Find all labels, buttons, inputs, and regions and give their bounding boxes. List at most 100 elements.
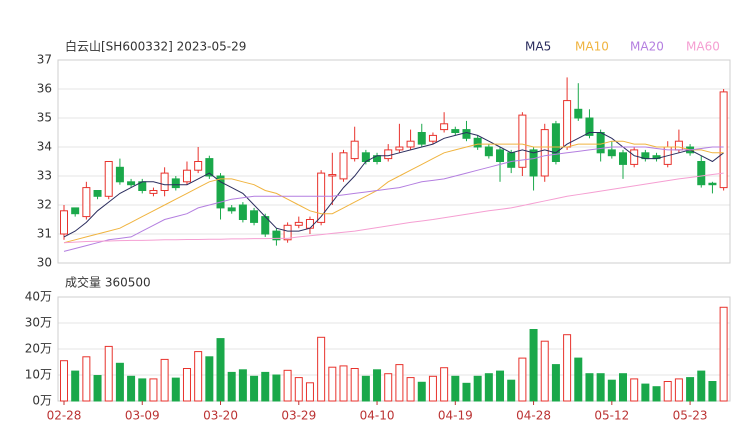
candle-body (283, 224, 292, 241)
y-tick-label: 40万 (25, 290, 52, 304)
volume-bar (182, 368, 191, 402)
candle-body (395, 146, 404, 151)
volume-bar (93, 375, 102, 402)
candle-body (71, 207, 80, 215)
x-tick-label: 05-23 (673, 409, 708, 423)
candle-body (104, 161, 113, 197)
volume-bar (596, 373, 605, 402)
candle-body (328, 174, 337, 177)
x-tick-label: 04-19 (438, 409, 473, 423)
volume-bar (697, 370, 706, 402)
volume-bar (373, 369, 382, 402)
x-tick-label: 04-28 (516, 409, 551, 423)
volume-bar (104, 345, 113, 402)
volume-bar (171, 377, 180, 402)
volume-bar (339, 365, 348, 402)
volume-bar (641, 383, 650, 402)
y-tick-label: 33 (37, 169, 52, 183)
candle-body (708, 182, 717, 186)
candle-body (551, 123, 560, 163)
volume-bar (60, 360, 68, 402)
volume-bar (574, 357, 583, 402)
candle-body (574, 108, 583, 119)
volume-bar (160, 358, 169, 402)
candle-body (182, 169, 191, 183)
ma-line (63, 172, 724, 244)
candle-body (596, 132, 605, 154)
volume-bar (115, 362, 124, 402)
candle-body (540, 129, 549, 177)
x-tick-label: 03-20 (203, 409, 238, 423)
plot-frame (57, 296, 731, 402)
volume-bar (518, 357, 527, 402)
volume-bar (216, 338, 225, 402)
volume-bar (619, 373, 627, 402)
volume-bar (238, 369, 247, 402)
y-tick-label: 20万 (25, 342, 52, 356)
candle-body (417, 132, 426, 145)
candle-body (149, 190, 158, 194)
candle-body (93, 190, 102, 197)
candle-body (451, 129, 460, 134)
volume-bar (328, 366, 337, 402)
volume-bar (227, 371, 236, 402)
candle-body (305, 219, 314, 229)
volume-bar (652, 386, 661, 402)
candle-body (507, 152, 516, 168)
candle-body (462, 129, 471, 139)
volume-bar (540, 340, 549, 402)
volume-bar (317, 336, 326, 402)
volume-bar (283, 369, 292, 402)
volume-bar (563, 334, 572, 402)
volume-bar (194, 351, 203, 402)
y-tick-label: 35 (37, 111, 52, 125)
candle-body (127, 181, 136, 186)
candle-body (607, 149, 616, 157)
volume-bar (428, 375, 437, 402)
candle-body (272, 230, 281, 241)
volume-bar (719, 306, 728, 402)
volume-bar (261, 371, 270, 402)
ma-line (63, 131, 724, 238)
candle-body (350, 140, 359, 160)
volume-bar (484, 373, 493, 402)
candle-body (205, 158, 214, 177)
legend-entry: MA20 (630, 40, 664, 54)
candle-body (440, 123, 449, 131)
volume-bar (406, 377, 415, 402)
candle-body (216, 175, 225, 209)
volume-bar (361, 375, 370, 402)
volume-bar (473, 375, 482, 402)
volume-bar (205, 356, 214, 402)
volume-bar (305, 382, 314, 402)
volume-bar (272, 374, 281, 402)
candle-body (384, 149, 393, 160)
candle-body (518, 114, 527, 168)
candle-body (317, 172, 326, 223)
candle-body (115, 166, 124, 183)
volume-bar (630, 378, 639, 402)
candle-body (619, 152, 627, 165)
candle-body (630, 149, 639, 165)
volume-bar (708, 381, 717, 402)
y-tick-label: 30 (37, 256, 52, 270)
volume-bar (82, 356, 91, 402)
y-tick-label: 10万 (25, 368, 52, 382)
y-tick-label: 36 (37, 82, 52, 96)
legend-entry: MA60 (686, 40, 720, 54)
candle-body (428, 134, 437, 142)
candle-body (160, 172, 169, 192)
legend-entry: MA10 (575, 40, 609, 54)
candle-body (294, 221, 303, 226)
volume-bar (350, 368, 359, 402)
candle-body (227, 207, 236, 212)
y-tick-label: 0万 (32, 394, 52, 408)
y-tick-label: 34 (37, 140, 52, 154)
y-tick-label: 31 (37, 227, 52, 241)
volume-bar (529, 329, 538, 402)
candle-body (194, 161, 203, 171)
volume-bar (607, 379, 616, 402)
candle-body (529, 149, 538, 177)
candle-body (339, 152, 348, 180)
